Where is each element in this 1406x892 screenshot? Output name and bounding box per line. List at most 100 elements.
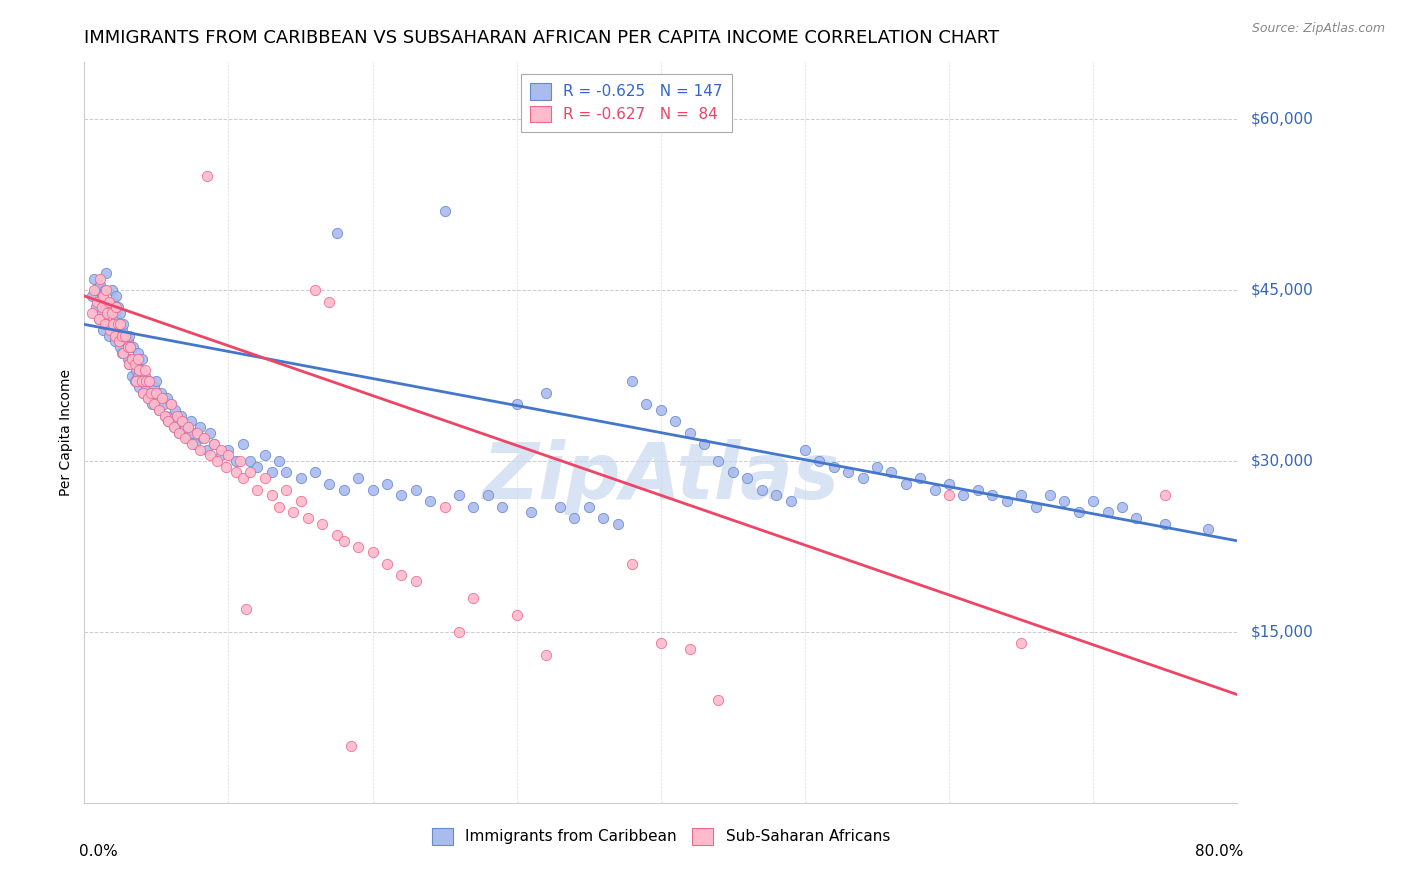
Point: [866, 459, 889, 474]
Point: [142, 380, 165, 394]
Point: [1154, 488, 1177, 502]
Point: [477, 488, 499, 502]
Point: [110, 340, 132, 354]
Point: [172, 414, 194, 428]
Point: [98, 301, 121, 315]
Point: [578, 500, 600, 514]
Point: [202, 437, 225, 451]
Point: [650, 636, 672, 650]
Point: [650, 402, 672, 417]
Point: [90, 306, 112, 320]
Point: [188, 442, 211, 457]
Point: [152, 397, 174, 411]
Point: [134, 368, 156, 383]
Point: [94, 266, 117, 280]
Y-axis label: Per Capita Income: Per Capita Income: [59, 369, 73, 496]
Point: [880, 466, 903, 480]
Point: [325, 528, 347, 542]
Point: [94, 283, 117, 297]
Point: [148, 402, 170, 417]
Point: [405, 483, 427, 497]
Point: [110, 306, 132, 320]
Point: [105, 289, 128, 303]
Text: $15,000: $15,000: [1251, 624, 1315, 640]
Point: [180, 414, 202, 428]
Point: [751, 483, 773, 497]
Point: [104, 306, 127, 320]
Point: [118, 357, 141, 371]
Point: [253, 449, 276, 463]
Point: [981, 488, 1004, 502]
Point: [89, 277, 111, 292]
Point: [361, 483, 384, 497]
Point: [794, 442, 817, 457]
Point: [117, 351, 139, 366]
Point: [765, 488, 787, 502]
Point: [534, 385, 557, 400]
Point: [174, 420, 197, 434]
Point: [97, 294, 120, 309]
Point: [186, 425, 208, 440]
Point: [105, 301, 128, 315]
Point: [136, 392, 159, 406]
Point: [318, 476, 340, 491]
Point: [449, 488, 471, 502]
Point: [235, 602, 257, 616]
Point: [361, 545, 384, 559]
Point: [177, 431, 200, 445]
Text: $45,000: $45,000: [1251, 283, 1315, 298]
Point: [534, 648, 557, 662]
Point: [96, 318, 118, 332]
Point: [138, 375, 160, 389]
Point: [1039, 488, 1062, 502]
Point: [120, 340, 142, 354]
Point: [125, 375, 148, 389]
Point: [124, 375, 146, 389]
Point: [198, 449, 221, 463]
Point: [218, 442, 240, 457]
Point: [156, 414, 179, 428]
Point: [87, 294, 110, 309]
Point: [122, 340, 145, 354]
Point: [198, 425, 221, 440]
Point: [167, 414, 190, 428]
Point: [491, 500, 513, 514]
Point: [131, 375, 153, 389]
Point: [419, 494, 441, 508]
Point: [162, 409, 184, 423]
Point: [145, 385, 167, 400]
Point: [96, 294, 118, 309]
Point: [153, 409, 176, 423]
Point: [132, 385, 155, 400]
Point: [91, 289, 114, 303]
Point: [621, 375, 644, 389]
Point: [246, 459, 269, 474]
Point: [98, 323, 121, 337]
Point: [325, 227, 347, 241]
Point: [145, 392, 167, 406]
Point: [83, 272, 105, 286]
Point: [121, 368, 143, 383]
Point: [246, 483, 269, 497]
Point: [679, 642, 702, 657]
Point: [304, 466, 326, 480]
Point: [375, 557, 398, 571]
Point: [100, 283, 122, 297]
Point: [260, 488, 283, 502]
Point: [124, 357, 146, 371]
Legend: Immigrants from Caribbean, Sub-Saharan Africans: Immigrants from Caribbean, Sub-Saharan A…: [426, 822, 896, 851]
Point: [94, 301, 117, 315]
Point: [290, 471, 312, 485]
Point: [135, 380, 157, 394]
Point: [128, 380, 150, 394]
Point: [125, 363, 148, 377]
Point: [347, 540, 370, 554]
Point: [177, 420, 200, 434]
Point: [156, 414, 179, 428]
Point: [166, 409, 188, 423]
Point: [120, 340, 142, 354]
Point: [506, 607, 529, 622]
Point: [924, 483, 946, 497]
Point: [84, 301, 107, 315]
Point: [938, 476, 960, 491]
